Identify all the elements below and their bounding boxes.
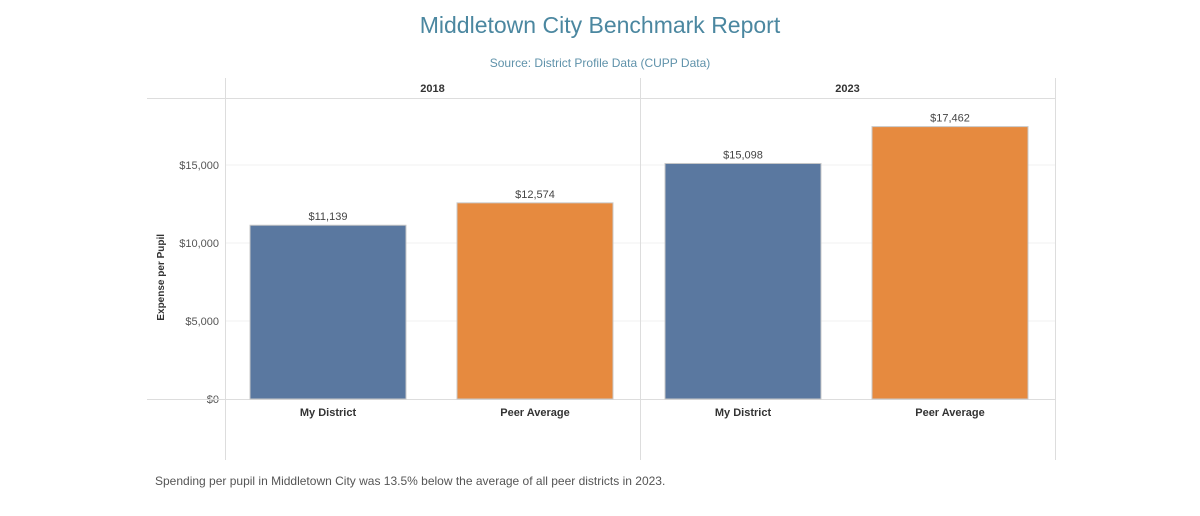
y-tick-label: $5,000 (185, 316, 219, 328)
panel-header: 2018 (420, 83, 444, 95)
data-label: $17,462 (930, 113, 970, 125)
chart-title: Middletown City Benchmark Report (419, 12, 781, 38)
chart-subtitle: Source: District Profile Data (CUPP Data… (489, 56, 711, 70)
panel-header: 2023 (835, 83, 859, 95)
x-tick-label: My District (715, 407, 772, 419)
data-label: $11,139 (309, 211, 348, 223)
data-label: $15,098 (723, 149, 763, 161)
x-tick-label: My District (300, 407, 357, 419)
bar (664, 162, 822, 400)
footnote: Spending per pupil in Middletown City wa… (155, 474, 666, 488)
y-tick-label: $10,000 (179, 238, 219, 250)
data-label: $12,574 (515, 189, 555, 201)
x-tick-label: Peer Average (915, 407, 985, 419)
x-tick-label: Peer Average (500, 407, 570, 419)
y-axis-label: Expense per Pupil (156, 234, 167, 321)
bar (249, 224, 407, 400)
bar (456, 202, 614, 400)
bar (871, 126, 1029, 400)
y-tick-label: $15,000 (179, 160, 219, 172)
